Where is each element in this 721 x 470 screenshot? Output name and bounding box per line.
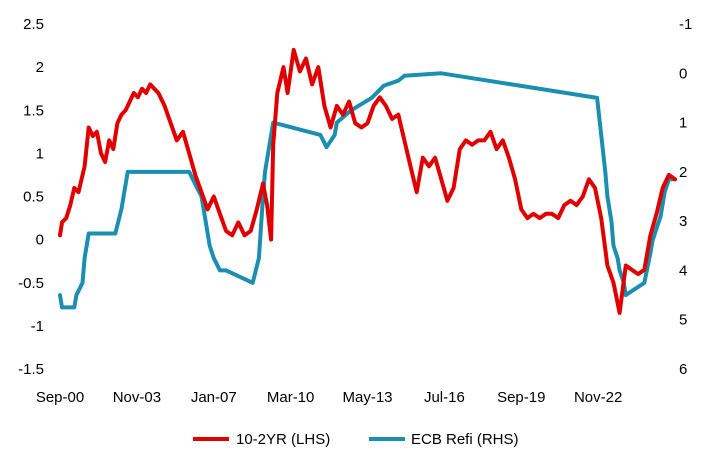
right-tick-label: -1 <box>679 16 692 33</box>
left-tick-label: 0.5 <box>23 189 44 206</box>
right-tick-label: 2 <box>679 164 687 181</box>
x-tick-label: Sep-00 <box>36 389 84 406</box>
x-tick-label: Nov-03 <box>113 389 161 406</box>
spread-10-2yr-series-line <box>58 47 677 315</box>
left-tick-label: 1 <box>36 145 44 162</box>
x-tick-label: May-13 <box>342 389 392 406</box>
right-tick-label: 0 <box>679 65 687 82</box>
legend: 10-2YR (LHS) ECB Refi (RHS) <box>193 431 519 448</box>
x-axis-ticks: Sep-00 Nov-03 Jan-07 Mar-10 May-13 Jul-16 Sep-… <box>36 389 622 406</box>
right-tick-label: 5 <box>679 312 687 329</box>
x-tick-label: Nov-22 <box>574 389 622 406</box>
x-tick-label: Mar-10 <box>267 389 315 406</box>
left-tick-label: -1.5 <box>18 361 44 378</box>
right-tick-label: 6 <box>679 361 687 378</box>
right-axis-ticks: -1 0 1 2 3 4 5 6 <box>679 16 692 378</box>
left-axis-ticks: 2.5 2 1.5 1 0.5 0 -0.5 -1 -1.5 <box>18 16 44 378</box>
legend-label: 10-2YR (LHS) <box>236 431 330 448</box>
left-tick-label: -1 <box>31 318 44 335</box>
left-tick-label: 1.5 <box>23 102 44 119</box>
legend-label: ECB Refi (RHS) <box>411 431 519 448</box>
left-tick-label: 2 <box>36 59 44 76</box>
series-layer <box>58 47 677 315</box>
x-tick-label: Sep-19 <box>497 389 545 406</box>
x-tick-label: Jul-16 <box>424 389 465 406</box>
left-tick-label: 0 <box>36 232 44 249</box>
right-tick-label: 4 <box>679 262 687 279</box>
right-tick-label: 1 <box>679 115 687 132</box>
right-tick-label: 3 <box>679 213 687 230</box>
ecb-refi-series-line <box>58 71 677 310</box>
left-tick-label: -0.5 <box>18 275 44 292</box>
x-tick-label: Jan-07 <box>191 389 237 406</box>
left-tick-label: 2.5 <box>23 16 44 33</box>
